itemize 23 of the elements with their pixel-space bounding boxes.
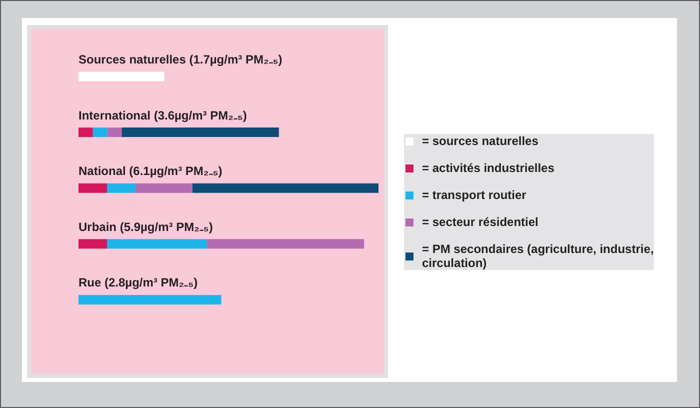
bar — [107, 128, 122, 138]
bar — [122, 128, 279, 138]
y-tick-label: Sources naturelles (1.7µg/m³ PM₂₋₅) — [78, 52, 282, 66]
bar — [206, 239, 364, 249]
bar — [78, 294, 222, 304]
y-tick-label: Urbain (5.9µg/m³ PM₂₋₅) — [78, 220, 213, 234]
bar — [192, 183, 378, 193]
legend-label: = secteur résidentiel — [422, 214, 538, 228]
bar — [78, 239, 107, 249]
y-tick-label: National (6.1µg/m³ PM₂₋₅) — [78, 164, 222, 178]
legend-label: = PM secondaires (agriculture, industrie, circulation) — [422, 242, 654, 270]
legend-label: = transport routier — [422, 188, 526, 202]
y-tick-label: Rue (2.8µg/m³ PM₂₋₅) — [78, 276, 198, 290]
bar — [107, 239, 207, 249]
bar — [136, 183, 192, 193]
legend-label: = sources naturelles — [422, 134, 538, 148]
bar — [107, 183, 136, 193]
bar — [78, 128, 93, 138]
bar — [78, 72, 164, 82]
y-tick-label: International (3.6µg/m³ PM₂₋₅) — [78, 108, 247, 122]
bar — [92, 128, 108, 138]
legend-label: = activités industrielles — [422, 160, 554, 174]
bar — [78, 183, 107, 193]
